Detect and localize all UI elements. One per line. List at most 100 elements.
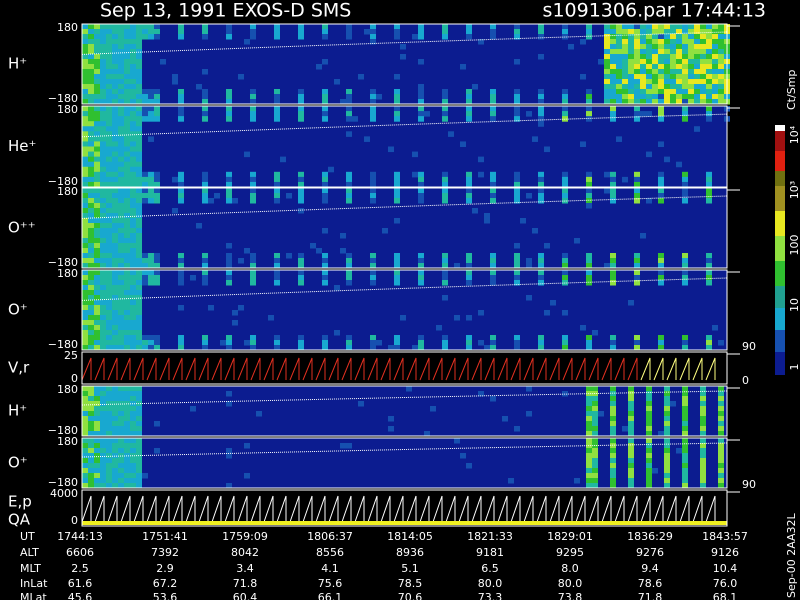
spectrogram-cell bbox=[298, 335, 304, 341]
spectrogram-cell bbox=[346, 270, 352, 276]
spectrogram-cell bbox=[106, 330, 112, 336]
spectrogram-cell bbox=[538, 258, 544, 264]
spectrogram-cell bbox=[682, 99, 688, 105]
spectrogram-cell bbox=[124, 116, 130, 122]
spectrogram-cell bbox=[610, 438, 616, 444]
table-cell: 75.6 bbox=[318, 577, 343, 590]
spectrogram-cell bbox=[682, 345, 688, 351]
spectrogram-cell bbox=[106, 111, 112, 117]
spectrogram-cell bbox=[628, 483, 634, 489]
spectrogram-cell bbox=[322, 89, 328, 95]
spectrogram-cell bbox=[100, 59, 106, 65]
sawtooth bbox=[185, 495, 196, 523]
spectrogram-cell bbox=[610, 253, 616, 259]
spectrogram-cell bbox=[100, 421, 106, 427]
spectrogram-cell bbox=[562, 193, 568, 199]
spectrogram-cell bbox=[106, 64, 112, 70]
spectrogram-cell bbox=[322, 34, 328, 40]
spectrogram-cell bbox=[442, 275, 448, 281]
spectrogram-cell bbox=[136, 463, 142, 469]
spectrogram-cell bbox=[616, 94, 622, 100]
spectrogram-cell bbox=[586, 448, 592, 454]
spectrogram-cell bbox=[640, 69, 646, 75]
spectrogram-cell bbox=[250, 270, 256, 276]
spectrogram-cell bbox=[124, 39, 130, 45]
spectrogram-cell bbox=[298, 106, 304, 112]
spectrogram-cell bbox=[88, 171, 94, 178]
spectrogram-cell bbox=[616, 49, 622, 55]
spectrogram-cell bbox=[82, 161, 88, 168]
spectrogram-cell bbox=[700, 59, 706, 65]
spectrogram-cell bbox=[682, 193, 688, 199]
sawtooth bbox=[120, 357, 131, 381]
spectrogram-cell bbox=[610, 106, 616, 112]
spectrogram-cell bbox=[106, 171, 112, 178]
spectrogram-cell bbox=[130, 131, 136, 137]
spectrogram-cell bbox=[124, 416, 130, 422]
spectrogram-cell bbox=[130, 238, 136, 244]
spectrogram-cell bbox=[676, 84, 682, 90]
spectrogram-cell bbox=[394, 171, 400, 178]
spectrogram-cell bbox=[442, 171, 448, 178]
spectrogram-cell bbox=[526, 193, 532, 199]
spectrogram-cell bbox=[130, 295, 136, 301]
spectrogram-cell bbox=[592, 396, 598, 402]
spectrogram-cell bbox=[106, 218, 112, 224]
spectrogram-cell bbox=[100, 171, 106, 178]
spectrogram-cell bbox=[112, 416, 118, 422]
spectrogram-cell bbox=[478, 391, 484, 397]
spectrogram-cell bbox=[94, 468, 100, 474]
spectrogram-cell bbox=[706, 84, 712, 90]
spectrogram-cell bbox=[100, 218, 106, 224]
spectrogram-cell bbox=[118, 171, 124, 178]
spectrogram-cell bbox=[142, 253, 148, 259]
spectrogram-cell bbox=[490, 181, 496, 188]
spectrogram-cell bbox=[394, 181, 400, 188]
y-tick-label: 0 bbox=[71, 514, 78, 527]
spectrogram-cell bbox=[640, 64, 646, 70]
spectrogram-cell bbox=[88, 310, 94, 316]
spectrogram-cell bbox=[658, 69, 664, 75]
spectrogram-cell bbox=[88, 275, 94, 281]
spectrogram-cell bbox=[136, 208, 142, 214]
sawtooth bbox=[133, 357, 144, 381]
spectrogram-cell bbox=[112, 468, 118, 474]
spectrogram-cell bbox=[370, 24, 376, 30]
spectrogram-cell bbox=[370, 94, 376, 100]
panel-frame bbox=[81, 105, 728, 188]
sawtooth bbox=[653, 357, 664, 381]
spectrogram-cell bbox=[136, 218, 142, 224]
spectrogram-cell bbox=[592, 401, 598, 407]
spectrogram-cell bbox=[124, 171, 130, 178]
spectrogram-cell bbox=[370, 253, 376, 259]
spectrogram-cell bbox=[622, 79, 628, 85]
spectrogram-cell bbox=[610, 193, 616, 199]
spectrogram-cell bbox=[514, 253, 520, 259]
spectrogram-cell bbox=[688, 89, 694, 95]
spectrogram-cell bbox=[112, 131, 118, 137]
spectrogram-cell bbox=[112, 411, 118, 417]
spectrogram-cell bbox=[130, 176, 136, 183]
spectrogram-cell bbox=[298, 345, 304, 351]
colorbar-swatch bbox=[775, 236, 785, 261]
spectrogram-cell bbox=[88, 315, 94, 321]
spectrogram-cell bbox=[634, 111, 640, 117]
spectrogram-cell bbox=[646, 49, 652, 55]
spectrogram-cell bbox=[238, 258, 244, 264]
spectrogram-cell bbox=[94, 171, 100, 178]
spectrogram-cell bbox=[670, 401, 676, 407]
spectrogram-cell bbox=[94, 478, 100, 484]
spectrogram-cell bbox=[208, 198, 214, 204]
spectrogram-cell bbox=[94, 39, 100, 45]
spectrogram-cell bbox=[658, 431, 664, 437]
spectrogram-cell bbox=[682, 49, 688, 55]
spectrogram-cell bbox=[88, 478, 94, 484]
spectrogram-cell bbox=[664, 39, 670, 45]
spectrogram-cell bbox=[124, 198, 130, 204]
spectrogram-cell bbox=[718, 401, 724, 407]
spectrogram-cell bbox=[586, 198, 592, 204]
spectrogram-cell bbox=[112, 448, 118, 454]
spectrogram-cell bbox=[112, 401, 118, 407]
spectrogram-cell bbox=[94, 126, 100, 132]
spectrogram-cell bbox=[610, 116, 616, 122]
